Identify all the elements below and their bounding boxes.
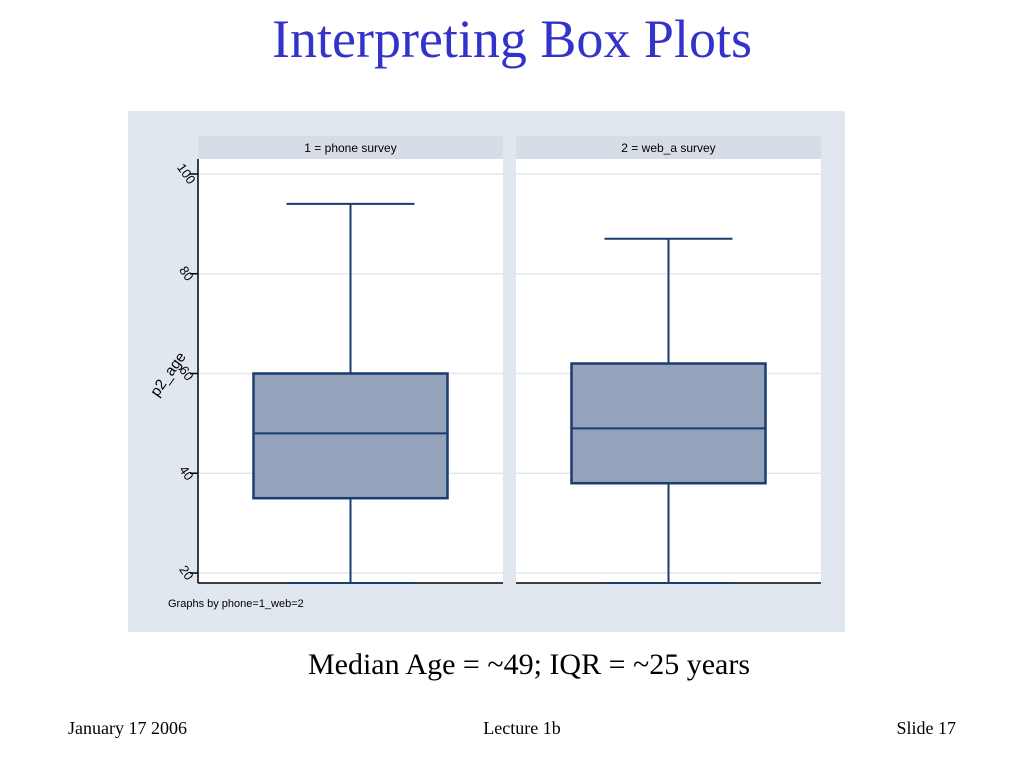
slide-caption: Median Age = ~49; IQR = ~25 years (307, 648, 751, 681)
panel-1-strip-label: 1 = phone survey (304, 141, 396, 155)
slide-title: Interpreting Box Plots (272, 9, 752, 69)
y-tick-label-2: 60 (176, 363, 197, 383)
y-tick-label-0: 20 (176, 563, 197, 583)
panel-2-strip-label: 2 = web_a survey (621, 141, 715, 155)
panel-2-strip (516, 136, 821, 159)
footer-slide-number: Slide 17 (896, 718, 956, 738)
y-tick-label-3: 80 (176, 263, 197, 283)
y-tick-label-4: 100 (174, 160, 199, 186)
y-tick-label-1: 40 (176, 463, 197, 483)
graph-note: Graphs by phone=1_web=2 (168, 598, 304, 610)
panel-1-iqr-box (252, 372, 449, 500)
box-plot-chart: 1 = phone survey 2 = web_a survey 20 40 60 80… (147, 136, 821, 610)
panel-2-iqr-box (570, 362, 767, 485)
footer-lecture: Lecture 1b (483, 718, 561, 738)
chart-panel: 1 = phone survey 2 = web_a survey 20 40 60 80… (128, 111, 845, 632)
panel-1-strip (198, 136, 503, 159)
footer-date: January 17 2006 (68, 718, 187, 738)
